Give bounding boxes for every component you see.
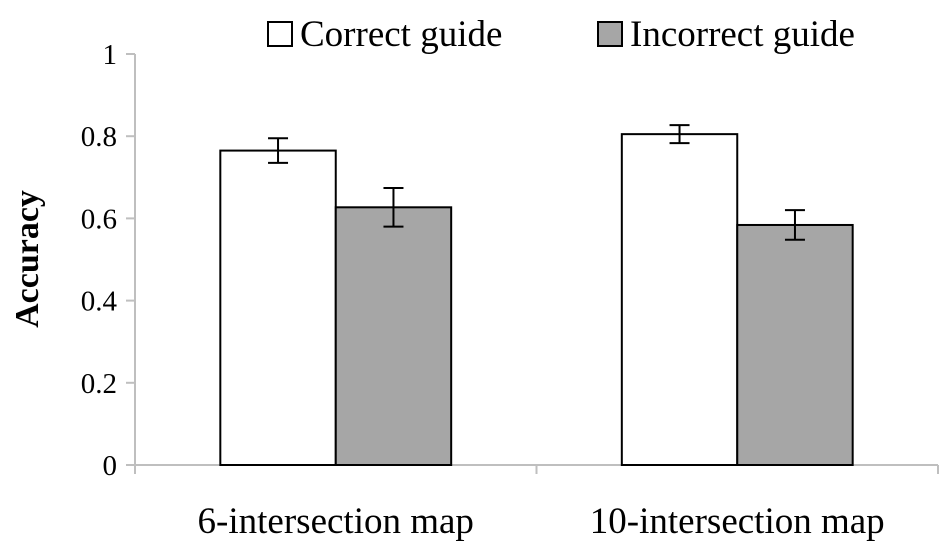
bar xyxy=(620,133,739,467)
legend-label: Incorrect guide xyxy=(630,14,855,55)
error-bars xyxy=(268,124,805,241)
x-ticks xyxy=(134,465,939,474)
y-tick-label: 1 xyxy=(103,39,118,71)
legend-swatch xyxy=(267,21,293,47)
y-tick-label: 0.2 xyxy=(81,368,117,400)
category-labels: 6-intersection map 10-intersection map xyxy=(198,501,885,542)
y-tick-label: 0 xyxy=(103,450,118,482)
category-label: 10-intersection map xyxy=(590,501,885,542)
bar xyxy=(334,206,453,466)
y-tick-label: 0.4 xyxy=(81,286,118,318)
y-tick-label: 0.6 xyxy=(81,203,117,235)
bar xyxy=(219,149,337,467)
y-axis-label: Accuracy xyxy=(9,190,46,328)
legend-label: Correct guide xyxy=(300,14,502,55)
category-label: 6-intersection map xyxy=(198,501,474,542)
bars xyxy=(219,133,854,467)
y-ticks: 0 0.2 0.4 0.6 0.8 1 xyxy=(81,39,135,482)
legend-swatch xyxy=(597,21,623,47)
legend: Correct guide Incorrect guide xyxy=(267,14,855,55)
y-tick-label: 0.8 xyxy=(81,121,117,153)
bar xyxy=(736,223,854,466)
